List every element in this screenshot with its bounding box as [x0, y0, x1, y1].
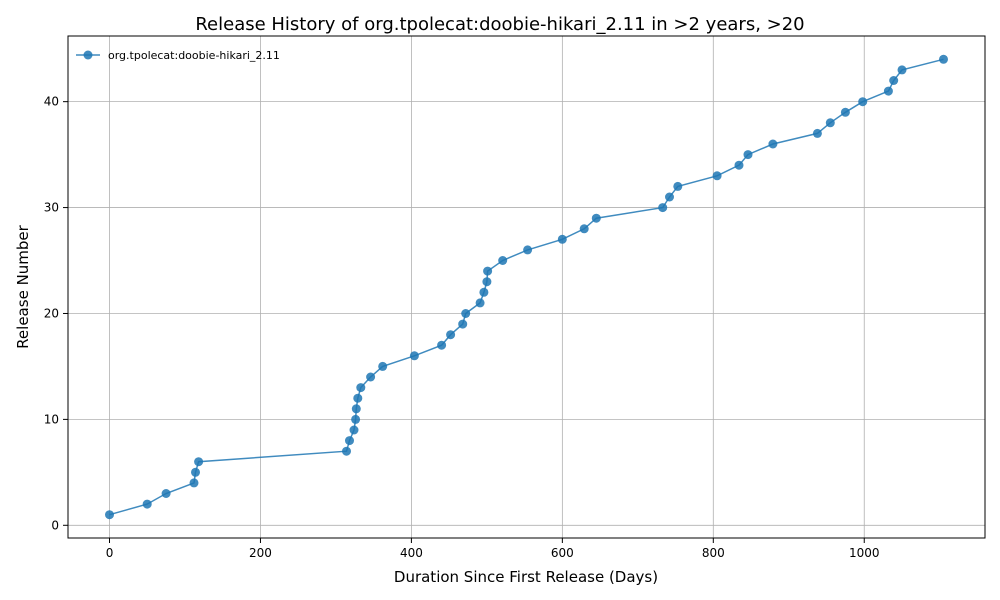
- data-point: [191, 467, 200, 477]
- data-point: [712, 171, 722, 181]
- data-point: [356, 383, 366, 393]
- x-tick-label: 1000: [849, 546, 880, 560]
- data-point: [658, 203, 668, 213]
- data-point: [349, 425, 359, 435]
- data-point: [743, 150, 753, 160]
- x-tick-label: 0: [106, 546, 114, 560]
- data-point: [161, 489, 171, 498]
- data-point: [557, 234, 567, 244]
- data-point: [409, 351, 419, 361]
- data-point: [345, 436, 354, 446]
- y-axis-label: Release Number: [14, 224, 32, 348]
- data-point: [673, 181, 683, 191]
- data-point: [768, 139, 778, 149]
- data-point: [498, 256, 508, 265]
- data-point: [378, 361, 388, 371]
- series-line: [109, 58, 944, 516]
- y-axis-ticks: 0 10 20 30 40: [44, 95, 68, 532]
- plot-frame: [67, 35, 986, 539]
- x-axis-label: Duration Since First Release (Days): [394, 568, 658, 586]
- gridlines: [68, 36, 985, 538]
- data-point: [734, 160, 744, 170]
- data-point: [897, 65, 907, 75]
- data-point: [665, 192, 674, 202]
- data-point: [939, 54, 948, 64]
- data-point: [523, 245, 533, 255]
- data-point: [105, 510, 114, 520]
- data-point: [482, 277, 492, 287]
- y-tick-label: 40: [44, 95, 59, 109]
- data-point: [479, 287, 489, 297]
- x-tick-label: 600: [551, 546, 574, 560]
- x-tick-label: 200: [249, 546, 272, 560]
- series-layer: [105, 54, 948, 520]
- data-point: [812, 128, 822, 138]
- data-point: [351, 404, 361, 414]
- legend-label: org.tpolecat:doobie-hikari_2.11: [108, 49, 280, 62]
- y-tick-label: 30: [44, 201, 59, 215]
- data-point: [579, 224, 589, 234]
- data-point: [461, 309, 471, 318]
- data-point: [591, 213, 601, 223]
- data-point: [342, 446, 351, 456]
- chart-title: Release History of org.tpolecat:doobie-h…: [195, 14, 804, 35]
- data-point: [883, 86, 893, 96]
- data-point: [825, 118, 835, 128]
- data-point: [142, 499, 152, 509]
- y-tick-label: 0: [51, 518, 59, 532]
- data-point: [858, 97, 868, 107]
- legend-marker-swatch: [83, 50, 93, 60]
- data-point: [189, 478, 199, 488]
- data-point: [840, 107, 850, 117]
- data-point: [458, 319, 468, 329]
- data-point: [446, 330, 456, 340]
- data-point: [437, 340, 447, 350]
- data-point: [483, 266, 493, 276]
- y-tick-label: 10: [44, 412, 59, 426]
- data-point: [353, 393, 363, 403]
- data-point: [194, 457, 204, 467]
- data-point: [889, 76, 899, 85]
- data-point: [366, 372, 376, 382]
- x-axis-ticks: 0 200 400 600 800 1000: [106, 538, 880, 560]
- x-tick-label: 800: [702, 546, 725, 560]
- data-point: [351, 414, 361, 424]
- x-tick-label: 400: [400, 546, 423, 560]
- data-point: [475, 298, 485, 308]
- y-tick-label: 20: [44, 306, 59, 320]
- legend: org.tpolecat:doobie-hikari_2.11: [76, 49, 280, 62]
